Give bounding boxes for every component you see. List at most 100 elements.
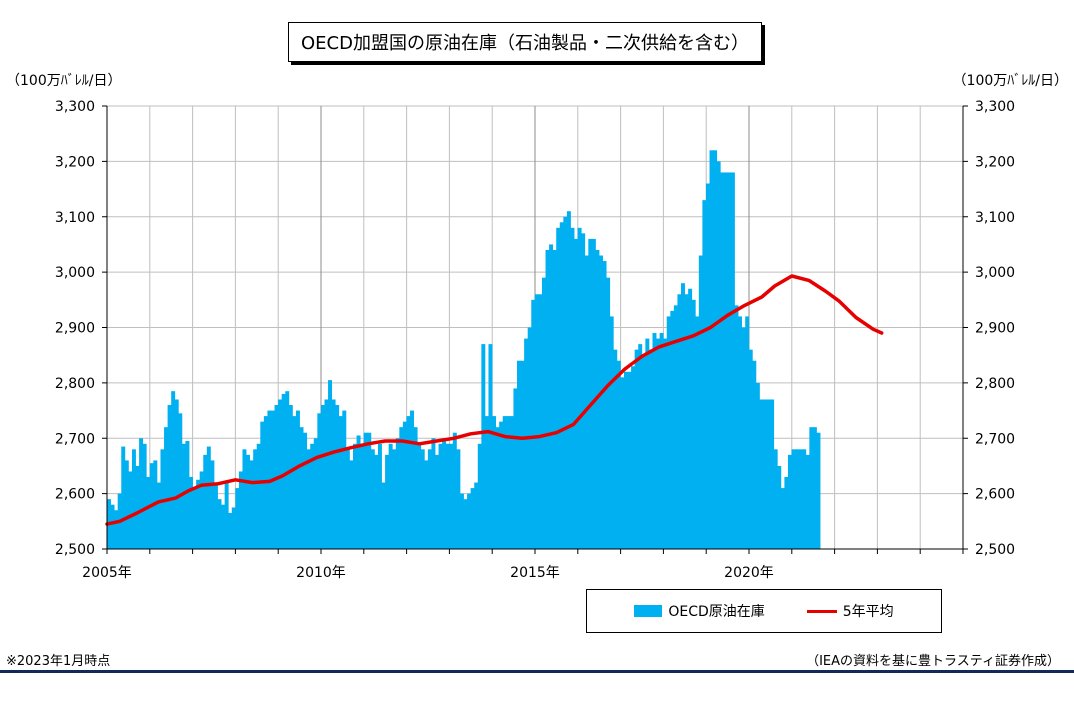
axes <box>102 105 968 554</box>
stock-bar <box>385 454 390 549</box>
stock-bar <box>492 416 497 549</box>
stock-bar <box>509 416 514 549</box>
stock-bar <box>613 349 618 549</box>
stock-bar <box>160 449 165 549</box>
stock-bar <box>238 471 243 549</box>
stock-bar <box>545 249 550 549</box>
stock-bar <box>584 255 589 549</box>
y-tick-label-left: 3,100 <box>55 210 95 226</box>
stock-bar <box>720 172 725 549</box>
stock-bar <box>702 200 707 549</box>
stock-bar <box>206 446 211 549</box>
stock-bar <box>131 449 136 549</box>
stock-bar <box>723 172 728 549</box>
stock-bar <box>631 366 636 549</box>
legend-bar-swatch <box>634 605 663 617</box>
stock-bar <box>502 416 507 549</box>
stock-bar <box>456 449 461 549</box>
stock-bar <box>338 416 343 549</box>
stock-bar <box>481 344 486 549</box>
stock-bar <box>666 316 671 549</box>
stock-bar <box>185 441 190 549</box>
stock-bar <box>698 255 703 549</box>
stock-bar <box>730 172 735 549</box>
stock-bar <box>410 410 415 549</box>
stock-bar <box>431 438 436 549</box>
stock-bar <box>217 499 222 549</box>
stock-bar <box>748 349 753 549</box>
stock-bar <box>146 477 151 549</box>
y-tick-label-right: 3,000 <box>975 265 1015 281</box>
stock-bar <box>328 380 333 549</box>
stock-bar <box>124 460 129 549</box>
stock-bar <box>716 161 721 549</box>
stock-bar <box>559 222 564 549</box>
stock-bar <box>805 454 810 549</box>
stock-bar <box>570 227 575 549</box>
stock-bar <box>256 443 261 549</box>
stock-bar <box>114 510 119 549</box>
stock-bar <box>524 338 529 549</box>
stock-bar <box>324 399 329 549</box>
stock-bar <box>381 482 386 549</box>
stock-bar <box>445 443 450 549</box>
stock-bar <box>135 465 140 549</box>
stock-bar <box>741 327 746 549</box>
stock-bar <box>677 294 682 549</box>
y-tick-label-right: 2,600 <box>975 487 1015 503</box>
stock-bar <box>623 371 628 549</box>
stock-bar <box>673 305 678 549</box>
stock-bar <box>278 399 283 549</box>
stock-bar <box>467 493 472 549</box>
stock-bar <box>770 399 775 549</box>
stock-bar <box>787 454 792 549</box>
stock-bar <box>417 443 422 549</box>
legend-bar-label: OECD原油在庫 <box>668 604 765 620</box>
stock-bar <box>427 449 432 549</box>
stock-bar <box>616 360 621 549</box>
stock-bar <box>802 449 807 549</box>
stock-bar <box>606 277 611 549</box>
stock-bar <box>395 438 400 549</box>
stock-bar <box>388 443 393 549</box>
stock-bar <box>752 360 757 549</box>
stock-bar <box>402 421 407 549</box>
stock-bar <box>156 482 161 549</box>
stock-bar <box>331 399 336 549</box>
legend-line-swatch <box>806 609 837 613</box>
legend-item-bars: OECD原油在庫 <box>634 601 765 621</box>
y-tick-label-left: 2,600 <box>55 487 95 503</box>
stock-bar <box>235 488 240 549</box>
y-tick-label-right: 2,700 <box>975 431 1015 447</box>
chart-title-box: OECD加盟国の原油在庫（石油製品・二次供給を含む） <box>288 22 762 62</box>
stock-bar <box>228 513 233 549</box>
stock-bar <box>181 443 186 549</box>
x-tick-label: 2020年 <box>724 565 774 581</box>
stock-bar <box>374 454 379 549</box>
stock-bar <box>192 488 197 549</box>
tick-labels: 2,500 2,500 2,600 2,600 2,700 2,700 2,800 2,800… <box>55 99 1015 581</box>
stock-bar <box>641 355 646 549</box>
y-tick-label-right: 2,900 <box>975 321 1015 337</box>
stock-bar <box>645 338 650 549</box>
stock-bar <box>816 432 821 549</box>
stock-bar <box>713 150 718 550</box>
stock-bar <box>295 410 300 549</box>
date-note: ※2023年1月時点 <box>6 654 111 669</box>
stock-bar <box>199 471 204 549</box>
stock-bar <box>549 244 554 549</box>
y-tick-label-left: 3,200 <box>55 154 95 170</box>
stock-bar <box>738 316 743 549</box>
stock-bar <box>581 233 586 550</box>
stock-bar <box>670 310 675 549</box>
stock-bar <box>174 399 179 549</box>
stock-bar <box>459 493 464 549</box>
stock-bar <box>424 460 429 549</box>
stock-bar <box>745 316 750 549</box>
stock-bar <box>363 432 368 549</box>
stock-bar <box>659 333 664 549</box>
stock-bar <box>513 388 518 549</box>
stock-bar <box>463 499 468 549</box>
stock-bar <box>356 435 361 549</box>
stock-bar <box>538 294 543 549</box>
